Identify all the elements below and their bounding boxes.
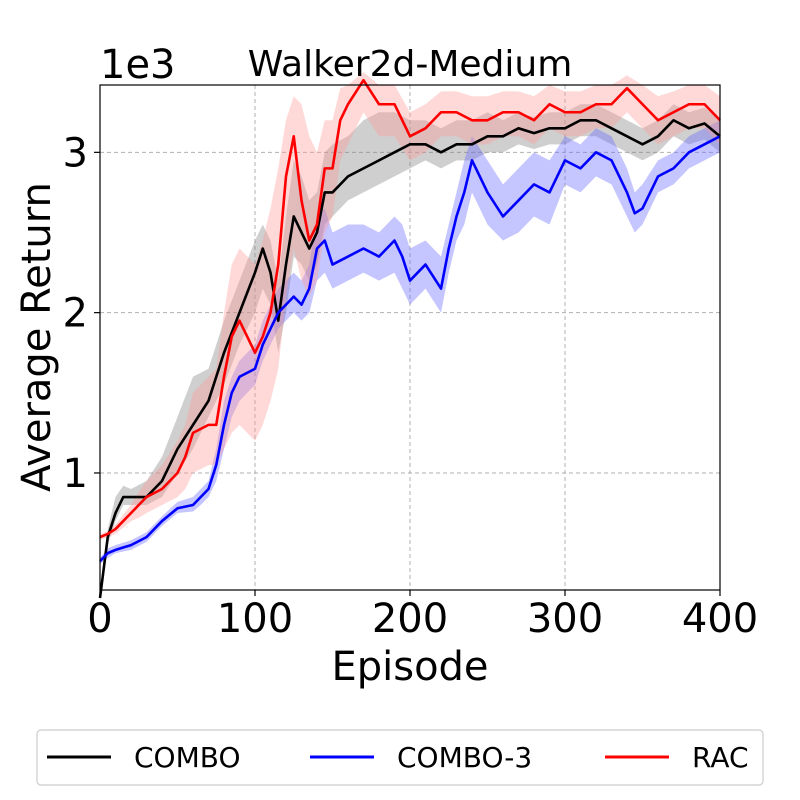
y-tick-label: 1 [63, 451, 88, 497]
y-tick-label: 2 [63, 291, 88, 337]
x-tick-label: 300 [527, 596, 603, 642]
chart-title: Walker2d-Medium [248, 44, 573, 85]
x-axis-label: Episode [331, 644, 488, 690]
y-axis-label: Average Return [14, 182, 60, 492]
x-tick-label: 100 [217, 596, 293, 642]
legend: COMBO COMBO-3 RAC [36, 729, 764, 786]
legend-frame [36, 729, 764, 786]
grid [100, 85, 720, 590]
x-tick-label: 200 [372, 596, 448, 642]
legend-label-combo: COMBO [134, 741, 241, 774]
line-combo-3 [99, 135, 721, 563]
x-tick-label: 0 [87, 596, 112, 642]
band-rac [100, 72, 720, 541]
y-multiplier-label: 1e3 [100, 42, 176, 88]
legend-label-rac: RAC [692, 741, 749, 774]
y-tick-label: 3 [63, 130, 88, 176]
line-rac [99, 78, 721, 539]
axis-ticks: 0 100 200 300 400 1 2 3 [63, 130, 759, 642]
x-tick-label: 400 [682, 596, 758, 642]
line-combo [98, 118, 721, 599]
legend-label-combo-3: COMBO-3 [397, 741, 532, 774]
series-lines [98, 78, 721, 599]
